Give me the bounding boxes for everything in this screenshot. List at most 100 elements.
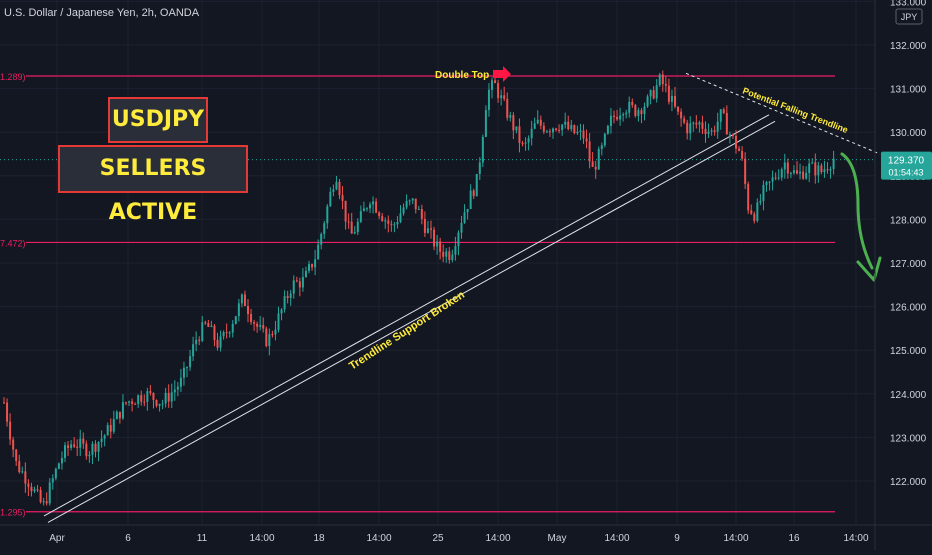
candle-body (521, 142, 524, 144)
candle-body (39, 489, 42, 503)
candles (3, 70, 835, 506)
trendlines (43, 72, 881, 523)
candle-body (753, 213, 756, 221)
candle-body (137, 395, 140, 404)
candle-body (247, 306, 249, 315)
candle-body (369, 204, 371, 209)
candle-body (491, 80, 493, 90)
candle-body (530, 128, 533, 139)
candle-body (591, 161, 594, 167)
candle-body (823, 169, 826, 173)
x-tick-label: Apr (49, 533, 65, 544)
candle-body (646, 96, 649, 107)
candle-body (564, 121, 567, 125)
projection-curve (840, 152, 874, 270)
candle-body (372, 201, 375, 205)
candle-body (121, 402, 124, 419)
candle-body (152, 392, 155, 400)
candle-body (143, 401, 146, 403)
candle-body (33, 489, 36, 492)
candle-body (243, 294, 246, 307)
candle-body (628, 101, 631, 113)
candle-body (555, 128, 558, 130)
candle-body (780, 169, 783, 178)
candle-body (799, 171, 802, 174)
candle-body (796, 170, 798, 174)
falling-trendline[interactable] (685, 72, 881, 155)
candle-body (356, 221, 359, 233)
candle-body (609, 115, 612, 126)
x-tick-label: 14:00 (249, 533, 274, 544)
candle-body (762, 184, 765, 201)
candle-body (201, 322, 204, 341)
candle-body (811, 162, 814, 164)
candle-body (182, 367, 185, 378)
candle-body (771, 177, 774, 182)
candle-body (73, 444, 76, 447)
y-tick-label: 122.000 (890, 477, 927, 488)
candle-body (97, 442, 100, 452)
candle-body (338, 181, 341, 196)
candle-body (103, 435, 106, 439)
candle-body (262, 325, 265, 329)
candle-body (728, 134, 731, 136)
candle-body (658, 74, 661, 86)
candle-body (387, 220, 390, 224)
candle-body (478, 162, 481, 175)
candle-body (494, 80, 497, 84)
candle-body (735, 135, 737, 149)
currency-box[interactable] (895, 8, 923, 25)
candle-body (597, 149, 600, 170)
candle-body (716, 121, 719, 132)
candle-body (222, 332, 225, 337)
candle-body (814, 162, 817, 176)
candle-body (286, 296, 289, 298)
candle-body (140, 395, 143, 402)
candle-body (463, 212, 466, 223)
candle-body (308, 264, 310, 271)
candle-body (698, 122, 701, 125)
candle-body (271, 334, 274, 336)
candle-body (301, 277, 304, 288)
candle-body (704, 128, 707, 134)
support-trendline-lower[interactable] (47, 120, 776, 523)
candle-body (652, 90, 655, 99)
candle-body (747, 183, 750, 211)
x-tick-label: May (548, 533, 567, 544)
level-label: 7.472) (0, 238, 26, 248)
candle-body (408, 200, 411, 202)
y-tick-label: 132.000 (890, 41, 927, 52)
candle-body (67, 445, 70, 448)
x-tick-label: 11 (197, 533, 208, 544)
candle-body (60, 457, 63, 464)
candle-body (445, 251, 448, 257)
candle-body (146, 391, 149, 402)
candle-body (808, 163, 811, 173)
candle-body (420, 208, 423, 220)
y-tick-label: 126.000 (890, 303, 927, 314)
candle-body (125, 402, 127, 404)
candle-body (442, 251, 445, 257)
x-tick-label: 16 (788, 533, 800, 544)
candle-body (710, 130, 713, 132)
candle-body (805, 172, 808, 179)
candle-body (640, 110, 643, 115)
candle-body (240, 294, 243, 304)
candle-body (237, 303, 240, 317)
candle-body (756, 202, 759, 221)
candle-body (359, 211, 362, 222)
candle-body (731, 134, 734, 136)
support-trendline-upper[interactable] (43, 114, 770, 517)
candle-body (332, 189, 335, 192)
candle-body (18, 461, 21, 472)
sentiment-badge: SELLERS ACTIVE (58, 145, 248, 225)
candle-body (88, 454, 91, 457)
candle-body (3, 402, 5, 404)
candle-body (259, 325, 262, 327)
candle-body (378, 212, 381, 217)
candle-body (311, 264, 314, 268)
candle-body (484, 110, 487, 137)
candle-body (643, 106, 646, 115)
